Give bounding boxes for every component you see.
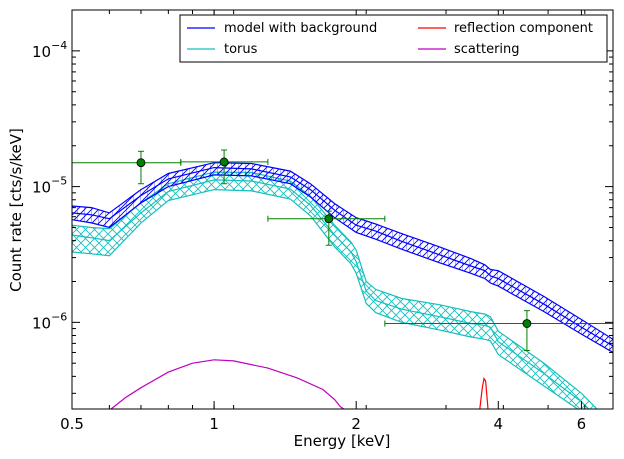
x-axis-label: Energy [keV] [294,432,391,450]
y-tick-label: 10−6 [32,310,67,332]
x-tick-label: 4 [494,415,504,433]
band-upper-model [72,162,613,340]
data-point [384,310,613,352]
axis-tick-labels: 0.5 1 2 4 6 10−6 10−5 10−4 [32,39,586,433]
band-lower-model [72,174,613,354]
x-tick-label: 0.5 [60,415,84,433]
line-reflection [479,377,489,409]
data-marker [219,157,229,167]
x-tick-label: 2 [351,415,361,433]
legend-label-torus: torus [224,42,258,57]
data-point [72,150,182,185]
data-point [267,210,386,246]
data-marker [522,319,532,328]
band-mid-torus [72,179,590,409]
y-axis-label: Count rate [cts/s/keV] [7,128,25,292]
legend-label-reflection: reflection component [454,21,593,36]
data-marker [136,158,146,168]
legend: model with background torus reflection c… [179,14,608,63]
line-scattering [110,359,345,409]
band-mid-model [72,166,613,347]
legend-label-scattering: scattering [454,42,520,57]
y-tick-label: 10−5 [32,175,67,197]
plot-area [72,149,613,409]
band-fill-torus [72,172,598,409]
plot-frame [71,9,614,410]
legend-box [179,14,608,63]
x-tick-label: 6 [577,415,587,433]
y-tick-label: 10−4 [32,39,67,61]
data-marker [324,214,334,224]
data-point [180,149,269,185]
legend-label-model: model with background [224,21,377,36]
x-tick-label: 1 [209,415,219,433]
band-lower-torus [72,188,579,409]
